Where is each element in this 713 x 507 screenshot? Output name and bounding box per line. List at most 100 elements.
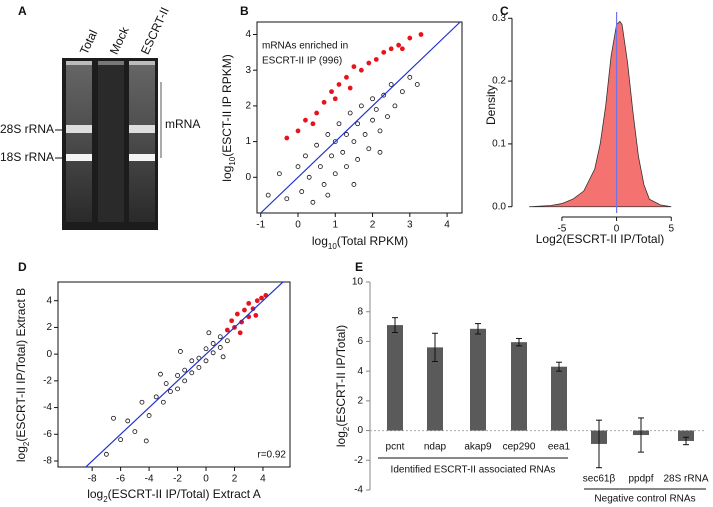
point — [314, 110, 320, 116]
point — [132, 429, 138, 435]
point — [146, 413, 152, 418]
group-label: Identified ESCRT-II associated RNAs — [391, 465, 556, 476]
y-tick-label: 10 — [352, 277, 364, 288]
point — [224, 338, 230, 344]
y-tick-label: 2 — [46, 322, 52, 333]
axis-label-sub: 2 — [103, 495, 108, 504]
x-tick-label: eea1 — [548, 442, 571, 453]
axis-label: log2(ESCRT-II IP/Total) Extract B — [14, 288, 30, 462]
y-tick-label: 0.1 — [492, 139, 506, 150]
point — [332, 171, 338, 177]
x-tick-label: 28S rRNA — [663, 474, 708, 485]
point — [370, 117, 375, 123]
point — [347, 85, 353, 91]
axis-label-part: log — [312, 234, 328, 248]
point — [303, 153, 308, 159]
annotation: ESCRT-II IP (996) — [262, 56, 342, 67]
x-tick-label: pcnt — [386, 442, 405, 453]
gel-panel: A Total Mock ESCRT-II 28S rRNA 18S rRNA … — [0, 4, 200, 230]
bar — [470, 328, 486, 431]
point — [355, 157, 361, 162]
axis-label: log10(Total RPKM) — [312, 234, 408, 250]
band-label: 28S rRNA — [0, 122, 54, 136]
point — [118, 437, 124, 443]
point — [396, 42, 402, 48]
point — [217, 334, 223, 340]
point — [259, 295, 264, 301]
point — [284, 135, 290, 141]
x-tick-label: 0 — [614, 224, 620, 235]
point — [175, 386, 180, 392]
y-tick-label: 0 — [357, 425, 363, 436]
point — [344, 132, 349, 137]
y-tick-label: -4 — [354, 485, 363, 496]
y-tick-label: -8 — [43, 456, 52, 467]
point — [399, 89, 405, 95]
x-tick-label: cep290 — [503, 442, 536, 453]
point — [175, 373, 180, 378]
point — [392, 103, 398, 109]
y-tick-label: -2 — [43, 375, 52, 386]
gel-lane — [66, 62, 92, 222]
point — [329, 89, 334, 95]
point — [377, 149, 383, 155]
bracket-label: mRNA — [165, 117, 200, 131]
y-tick-label: 6 — [357, 336, 363, 347]
point — [399, 46, 405, 52]
x-tick-label: ndap — [424, 442, 447, 453]
axis-label: log2(ESCRT-II IP/Total) — [334, 325, 350, 447]
point — [265, 192, 271, 198]
point — [189, 370, 195, 376]
point — [358, 103, 364, 109]
point — [217, 345, 223, 350]
point — [111, 415, 116, 421]
diagonal-line — [260, 21, 461, 214]
lane-label: ESCRT-II — [138, 5, 172, 57]
gel-lane — [98, 62, 124, 222]
lane-label: Mock — [107, 24, 132, 57]
point — [182, 367, 188, 373]
axis-label-sub: 10 — [328, 242, 337, 251]
panel-letter: A — [18, 4, 27, 18]
point — [407, 35, 413, 41]
point — [358, 67, 364, 73]
point — [168, 389, 173, 394]
group-label: Negative control RNAs — [594, 494, 695, 505]
point — [310, 121, 316, 127]
bar — [678, 430, 694, 441]
axis-label-part: (Total RPKM) — [337, 234, 408, 248]
point — [332, 139, 338, 144]
y-tick-label: 0.2 — [492, 76, 506, 87]
point — [314, 142, 320, 148]
y-tick-label: 2 — [245, 101, 251, 112]
point — [253, 312, 259, 318]
point — [418, 32, 424, 37]
point — [284, 196, 290, 202]
gel-band — [66, 125, 92, 133]
point — [234, 311, 240, 317]
gel-band — [129, 125, 155, 133]
point — [153, 394, 159, 400]
y-tick-label: 0.3 — [492, 13, 506, 24]
point — [103, 451, 109, 457]
x-tick-label: -1 — [256, 220, 265, 231]
point — [344, 74, 349, 80]
point — [246, 300, 252, 306]
gel-well — [98, 61, 124, 65]
axis-label: log2(ESCRT-II IP/Total) Extract A — [87, 487, 261, 503]
point — [178, 349, 183, 354]
point — [182, 378, 188, 384]
point — [229, 318, 235, 324]
point — [344, 164, 349, 169]
axis-label-part: log — [220, 166, 234, 182]
y-tick-label: 0.0 — [492, 201, 506, 212]
gel-well — [66, 61, 92, 65]
y-tick-label: 4 — [357, 366, 363, 377]
bar — [551, 366, 567, 431]
x-tick-label: -2 — [173, 474, 182, 485]
point — [196, 365, 202, 370]
gel-band — [66, 154, 92, 161]
point — [295, 164, 301, 169]
point — [347, 110, 353, 116]
